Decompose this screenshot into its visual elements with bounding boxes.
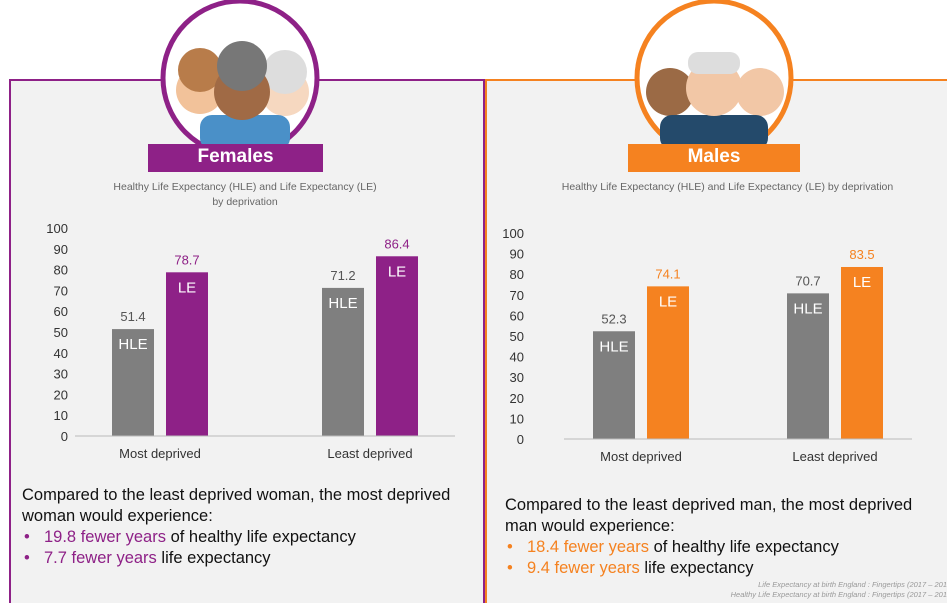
y-tick-label: 50 bbox=[510, 329, 524, 344]
highlight: 7.7 fewer years bbox=[44, 549, 157, 567]
y-tick-label: 30 bbox=[510, 370, 524, 385]
source-line: Life Expectancy at birth England : Finge… bbox=[731, 580, 947, 590]
x-tick-label: Most deprived bbox=[600, 449, 682, 464]
series-label: LE bbox=[659, 293, 677, 310]
bullet: 18.4 fewer years of healthy life expecta… bbox=[505, 537, 925, 558]
highlight: 9.4 fewer years bbox=[527, 559, 640, 577]
y-tick-label: 100 bbox=[46, 221, 68, 236]
page: 0102030405060708090100Most deprived51.4H… bbox=[0, 0, 947, 603]
y-tick-label: 40 bbox=[510, 350, 524, 365]
source-line: Healthy Life Expectancy at birth England… bbox=[731, 590, 947, 600]
highlight: 18.4 fewer years bbox=[527, 538, 649, 556]
y-tick-label: 10 bbox=[54, 408, 68, 423]
bullet: 9.4 fewer years life expectancy bbox=[505, 558, 925, 579]
value-label: 86.4 bbox=[384, 236, 409, 251]
y-tick-label: 70 bbox=[54, 283, 68, 298]
series-label: HLE bbox=[118, 336, 147, 353]
female-badge bbox=[163, 1, 317, 155]
series-label: LE bbox=[388, 263, 406, 280]
intro: Compared to the least deprived man, the … bbox=[505, 495, 925, 537]
y-tick-label: 70 bbox=[510, 288, 524, 303]
bullet-text: life expectancy bbox=[161, 549, 270, 567]
panel-label: Females bbox=[148, 146, 323, 168]
y-tick-label: 100 bbox=[502, 226, 524, 241]
panel-label: Males bbox=[628, 146, 800, 168]
y-tick-label: 0 bbox=[61, 429, 68, 444]
y-tick-label: 60 bbox=[54, 304, 68, 319]
value-label: 52.3 bbox=[601, 311, 626, 326]
bullet-text: of healthy life expectancy bbox=[171, 528, 356, 546]
value-label: 74.1 bbox=[655, 266, 680, 281]
intro: Compared to the least deprived woman, th… bbox=[22, 485, 462, 527]
value-label: 83.5 bbox=[849, 247, 874, 262]
summary: Compared to the least deprived woman, th… bbox=[22, 485, 462, 569]
y-tick-label: 90 bbox=[510, 247, 524, 262]
value-label: 78.7 bbox=[174, 252, 199, 267]
bullet-text: life expectancy bbox=[644, 559, 753, 577]
bullet: 7.7 fewer years life expectancy bbox=[22, 548, 462, 569]
y-tick-label: 20 bbox=[54, 387, 68, 402]
y-tick-label: 80 bbox=[54, 263, 68, 278]
bar bbox=[166, 272, 208, 436]
series-label: HLE bbox=[599, 338, 628, 355]
source: Life Expectancy at birth England : Finge… bbox=[731, 580, 947, 600]
series-label: LE bbox=[178, 279, 196, 296]
bullet: 19.8 fewer years of healthy life expecta… bbox=[22, 527, 462, 548]
summary: Compared to the least deprived man, the … bbox=[505, 495, 925, 579]
chart-title: Healthy Life Expectancy (HLE) and Life E… bbox=[110, 180, 380, 210]
bar bbox=[841, 267, 883, 439]
highlight: 19.8 fewer years bbox=[44, 528, 166, 546]
series-label: HLE bbox=[793, 300, 822, 317]
x-tick-label: Least deprived bbox=[327, 446, 412, 461]
chart-title: Healthy Life Expectancy (HLE) and Life E… bbox=[535, 180, 920, 195]
bar bbox=[376, 256, 418, 436]
y-tick-label: 0 bbox=[517, 432, 524, 447]
value-label: 51.4 bbox=[120, 309, 145, 324]
series-label: HLE bbox=[328, 295, 357, 312]
y-tick-label: 60 bbox=[510, 308, 524, 323]
value-label: 71.2 bbox=[330, 268, 355, 283]
value-label: 70.7 bbox=[795, 273, 820, 288]
bullet-text: of healthy life expectancy bbox=[654, 538, 839, 556]
y-tick-label: 40 bbox=[54, 346, 68, 361]
y-tick-label: 10 bbox=[510, 411, 524, 426]
y-tick-label: 50 bbox=[54, 325, 68, 340]
male-badge bbox=[637, 1, 791, 155]
x-tick-label: Least deprived bbox=[792, 449, 877, 464]
y-tick-label: 30 bbox=[54, 367, 68, 382]
y-tick-label: 20 bbox=[510, 391, 524, 406]
x-tick-label: Most deprived bbox=[119, 446, 201, 461]
y-tick-label: 90 bbox=[54, 242, 68, 257]
y-tick-label: 80 bbox=[510, 267, 524, 282]
series-label: LE bbox=[853, 274, 871, 291]
